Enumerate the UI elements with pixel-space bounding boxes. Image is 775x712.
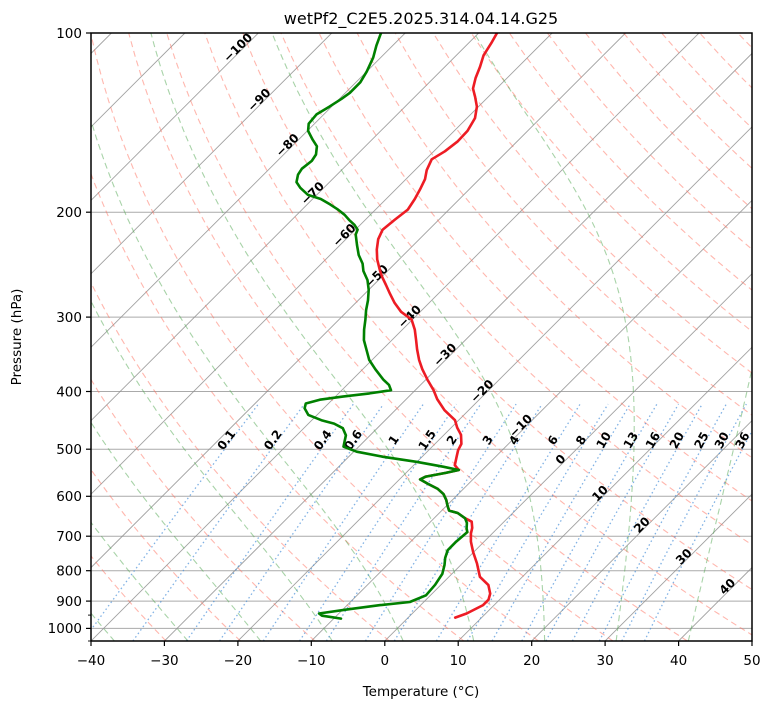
isotherm-label: 40: [717, 576, 739, 598]
isotherm-label: 20: [631, 514, 653, 536]
y-axis-label: Pressure (hPa): [9, 289, 25, 386]
x-axis-label: Temperature (°C): [362, 684, 480, 700]
isotherm-label: 0: [553, 452, 569, 468]
plot-title: wetPf2_C2E5.2025.314.04.14.G25: [284, 9, 558, 29]
y-tick-label: 1000: [48, 621, 82, 637]
x-tick-label: 20: [523, 653, 540, 669]
x-tick-label: 0: [381, 653, 390, 669]
y-tick-label: 300: [56, 310, 82, 326]
y-tick-label: 500: [56, 442, 82, 458]
x-tick-label: −20: [224, 653, 253, 669]
isotherm-lines: [91, 33, 752, 641]
isotherm-label: −10: [506, 411, 535, 440]
isotherm-label: −80: [273, 131, 302, 160]
sounding-curves: [295, 33, 499, 620]
dewpoint-curve: [295, 33, 469, 620]
mixing-ratio-label: 3: [480, 433, 496, 448]
mixing-ratio-label: 10: [593, 429, 614, 451]
isotherm-label: −30: [431, 340, 460, 369]
y-tick-label: 400: [56, 384, 82, 400]
y-tick-label: 600: [56, 489, 82, 505]
y-tick-label: 200: [56, 205, 82, 221]
isotherm-label: −90: [245, 86, 274, 115]
pressure-gridlines: [91, 33, 752, 629]
x-tick-label: −30: [150, 653, 179, 669]
isotherm-label: −100: [221, 30, 256, 65]
isotherm-label: −70: [298, 179, 327, 208]
x-tick-label: −40: [77, 653, 106, 669]
plot-border: [90, 32, 753, 642]
mixing-ratio-label: 6: [545, 433, 561, 447]
x-tick-label: −10: [297, 653, 326, 669]
dry-adiabat-lines: [91, 33, 752, 641]
temperature-curve: [375, 33, 499, 619]
mixing-ratio-label: 8: [573, 433, 589, 447]
x-tick-label: 50: [743, 653, 760, 669]
plot-layers: 0.1 0.2 0.4 0.6 1 1.5 2 3 4 6 8 10 13 16 20 25 30 36−100−…: [48, 26, 761, 669]
x-tick-label: 30: [597, 653, 614, 669]
mixing-ratio-label: 13: [621, 430, 642, 451]
mixing-ratio-label: 16: [643, 430, 663, 451]
isotherm-label: 10: [589, 483, 611, 505]
x-tick-label: 10: [450, 653, 467, 669]
y-tick-label: 800: [56, 564, 82, 580]
mixing-ratio-label: 2: [444, 433, 460, 448]
mixing-ratio-label: 25: [691, 430, 711, 451]
mixing-ratio-label: 20: [667, 430, 687, 451]
y-tick-label: 100: [56, 26, 82, 42]
y-tick-label: 700: [56, 529, 82, 545]
x-tick-label: 40: [670, 653, 687, 669]
mixing-ratio-label: 30: [712, 430, 732, 451]
mixing-ratio-label: 1: [386, 433, 402, 448]
mixing-ratio-label: 36: [732, 430, 752, 451]
y-tick-label: 900: [56, 594, 82, 610]
